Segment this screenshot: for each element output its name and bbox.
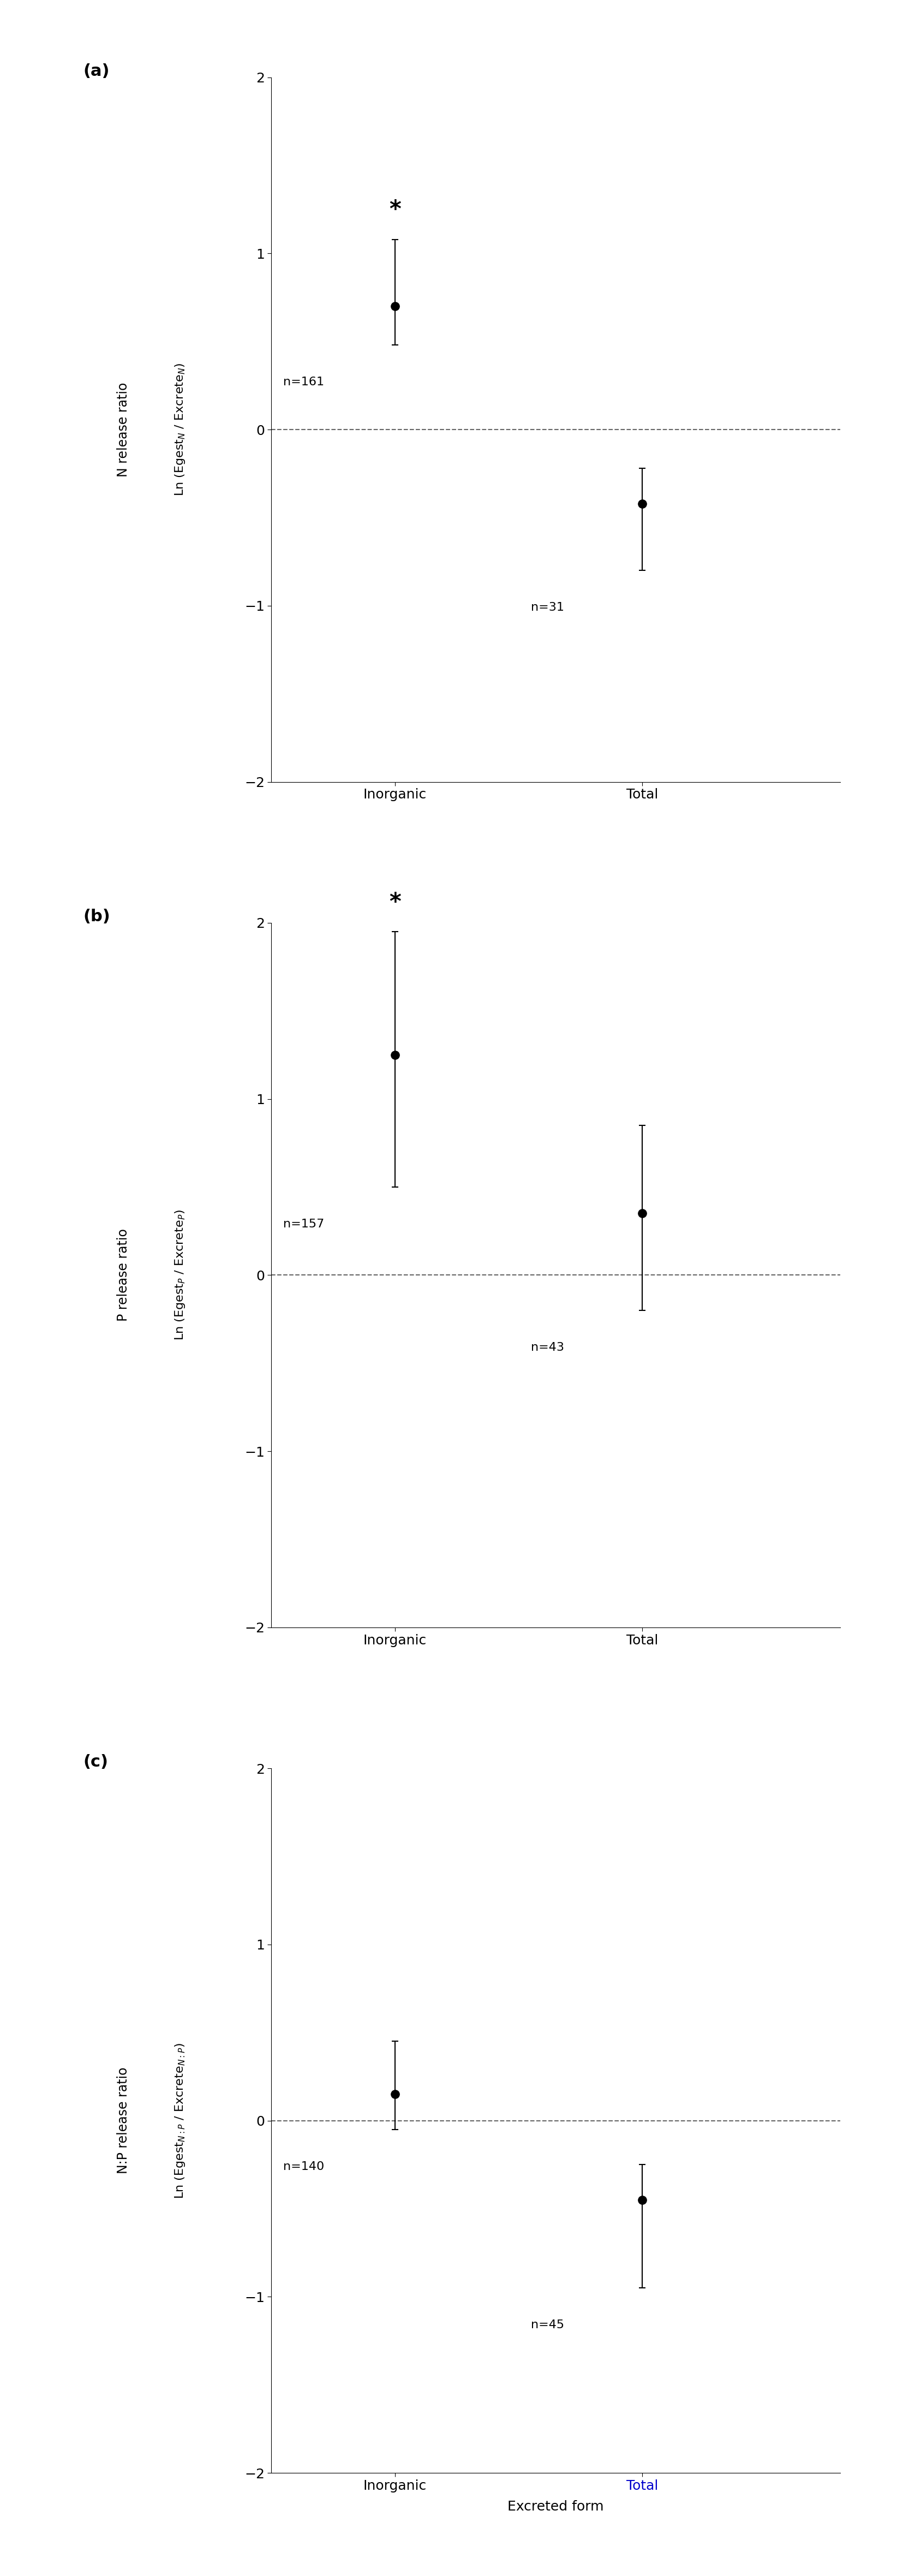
Text: N release ratio: N release ratio [116, 381, 129, 477]
Text: *: * [388, 198, 401, 222]
Text: *: * [388, 891, 401, 914]
Text: n=157: n=157 [284, 1218, 324, 1229]
Text: n=45: n=45 [531, 2321, 564, 2331]
Text: n=140: n=140 [284, 2161, 324, 2172]
Text: (b): (b) [83, 909, 110, 925]
Text: Ln (Egest$_N$ / Excrete$_N$): Ln (Egest$_N$ / Excrete$_N$) [173, 363, 186, 497]
Text: N:P release ratio: N:P release ratio [116, 2069, 129, 2174]
Text: (c): (c) [83, 1754, 108, 1770]
Text: n=43: n=43 [531, 1342, 563, 1352]
Text: P release ratio: P release ratio [116, 1229, 129, 1321]
Text: Ln (Egest$_P$ / Excrete$_P$): Ln (Egest$_P$ / Excrete$_P$) [173, 1211, 186, 1340]
Text: Ln (Egest$_{N:P}$ / Excrete$_{N:P}$): Ln (Egest$_{N:P}$ / Excrete$_{N:P}$) [173, 2043, 186, 2200]
Text: n=31: n=31 [531, 603, 563, 613]
X-axis label: Excreted form: Excreted form [507, 2501, 603, 2514]
Text: (a): (a) [83, 64, 109, 80]
Text: n=161: n=161 [284, 376, 324, 386]
